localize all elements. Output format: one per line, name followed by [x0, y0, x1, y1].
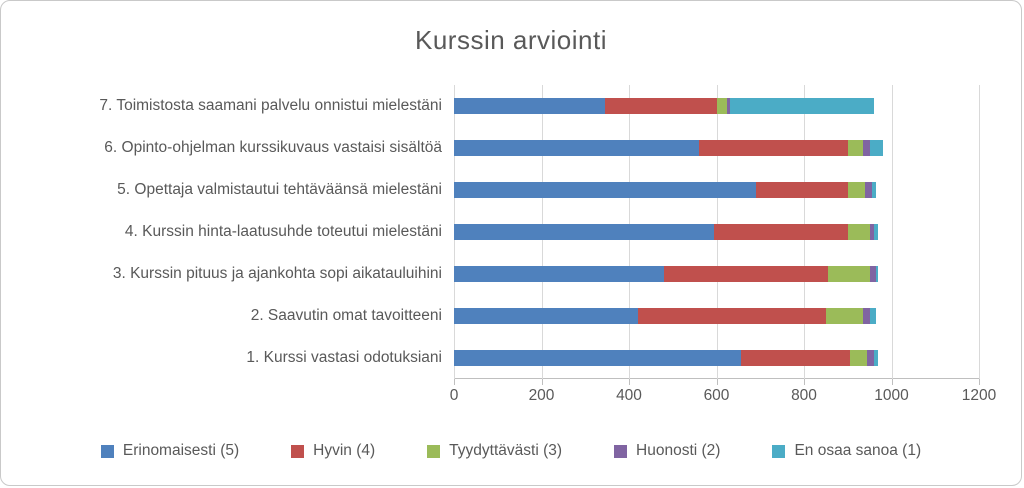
- legend-label: Erinomaisesti (5): [122, 442, 240, 459]
- bar-segment: [869, 308, 877, 324]
- bar-segment: [847, 224, 870, 240]
- legend-item: Huonosti (2): [614, 442, 720, 460]
- bar-segment: [637, 308, 826, 324]
- x-tick-label: 200: [528, 387, 555, 404]
- bar-track: [454, 85, 979, 127]
- bar-segment: [716, 98, 728, 114]
- legend-label: Hyvin (4): [313, 442, 376, 459]
- bar-segment: [699, 140, 848, 156]
- bar-segment: [825, 308, 864, 324]
- bar-segment: [874, 350, 879, 366]
- tick-mark: [454, 379, 455, 385]
- bar-track: [454, 211, 979, 253]
- tick-mark: [629, 379, 630, 385]
- tick-mark: [716, 379, 718, 385]
- bar-segment: [454, 140, 699, 156]
- bar-segment: [871, 182, 877, 198]
- tick-mark: [979, 379, 980, 385]
- bar-rows: 7. Toimistosta saamani palvelu onnistui …: [1, 85, 979, 379]
- bar-segment: [454, 182, 756, 198]
- stacked-bar: [454, 98, 979, 114]
- legend-label: Huonosti (2): [636, 442, 721, 459]
- bar-segment: [714, 224, 848, 240]
- legend-swatch: [427, 444, 441, 458]
- tick-mark: [891, 379, 893, 385]
- bar-segment: [454, 308, 638, 324]
- bar-row: 3. Kurssin pituus ja ajankohta sopi aika…: [1, 253, 979, 295]
- tick-mark: [804, 379, 805, 385]
- legend-item: En osaa sanoa (1): [772, 442, 921, 460]
- legend-item: Tyydyttävästi (3): [427, 442, 562, 460]
- gridline: [891, 85, 893, 379]
- x-tick-label: 800: [791, 387, 817, 404]
- category-label: 7. Toimistosta saamani palvelu onnistui …: [99, 97, 442, 114]
- bar-row: 4. Kurssin hinta-laatusuhde toteutui mie…: [1, 211, 979, 253]
- stacked-bar: [454, 308, 979, 324]
- bar-segment: [454, 224, 715, 240]
- gridline: [979, 85, 980, 379]
- legend-label: En osaa sanoa (1): [794, 442, 922, 459]
- category-label: 1. Kurssi vastasi odotuksiani: [246, 349, 442, 366]
- bar-segment: [847, 182, 866, 198]
- legend-swatch: [772, 444, 786, 458]
- bar-segment: [863, 308, 870, 324]
- bar-segment: [454, 98, 605, 114]
- stacked-bar: [454, 350, 979, 366]
- bar-segment: [874, 224, 879, 240]
- x-tick-label: 400: [616, 387, 642, 404]
- category-label: 5. Opettaja valmistautui tehtäväänsä mie…: [117, 181, 442, 198]
- legend-label: Tyydyttävästi (3): [449, 442, 563, 459]
- bar-segment: [869, 266, 877, 282]
- category-label: 6. Opinto-ohjelman kurssikuvaus vastaisi…: [104, 139, 442, 156]
- bar-track: [454, 295, 979, 337]
- bar-segment: [867, 350, 874, 366]
- x-tick-label: 1200: [961, 387, 997, 404]
- bar-track: [454, 337, 979, 379]
- legend: Erinomaisesti (5) Hyvin (4) Tyydyttävästi …: [1, 442, 1021, 460]
- legend-swatch: [614, 444, 628, 458]
- bar-segment: [454, 266, 664, 282]
- legend-item: Hyvin (4): [291, 442, 375, 460]
- bar-track: [454, 253, 979, 295]
- bar-segment: [454, 350, 741, 366]
- bar-row: 2. Saavutin omat tavoitteeni: [1, 295, 979, 337]
- category-label: 3. Kurssin pituus ja ajankohta sopi aika…: [112, 265, 442, 282]
- x-tick-label: 1000: [874, 387, 909, 404]
- legend-swatch: [291, 444, 305, 458]
- stacked-bar: [454, 224, 979, 240]
- chart-title: Kurssin arviointi: [414, 25, 607, 55]
- bar-row: 1. Kurssi vastasi odotuksiani: [1, 337, 979, 379]
- bar-row: 7. Toimistosta saamani palvelu onnistui …: [1, 85, 979, 127]
- bar-segment: [849, 350, 868, 366]
- legend-item: Erinomaisesti (5): [100, 442, 240, 460]
- bar-segment: [740, 350, 850, 366]
- bar-segment: [847, 140, 864, 156]
- bar-segment: [604, 98, 717, 114]
- x-tick-label: 0: [449, 387, 459, 404]
- bar-row: 5. Opettaja valmistautui tehtäväänsä mie…: [1, 169, 979, 211]
- bar-segment: [664, 266, 829, 282]
- stacked-bar: [454, 182, 979, 198]
- bar-segment: [729, 98, 874, 114]
- bar-segment: [727, 98, 730, 114]
- bar-track: [454, 169, 979, 211]
- category-label: 2. Saavutin omat tavoitteeni: [250, 307, 442, 324]
- legend-swatch: [100, 444, 114, 458]
- stacked-bar: [454, 266, 979, 282]
- bar-segment: [869, 140, 883, 156]
- bar-segment: [863, 140, 870, 156]
- bar-segment: [865, 182, 872, 198]
- bar-track: [454, 127, 979, 169]
- bar-segment: [869, 224, 874, 240]
- bar-segment: [828, 266, 870, 282]
- bar-row: 6. Opinto-ohjelman kurssikuvaus vastaisi…: [1, 127, 979, 169]
- bar-segment: [876, 266, 879, 282]
- x-tick-label: 600: [703, 387, 730, 404]
- bar-segment: [755, 182, 848, 198]
- tick-mark: [541, 379, 543, 385]
- stacked-bar: [454, 140, 979, 156]
- category-label: 4. Kurssin hinta-laatusuhde toteutui mie…: [124, 223, 442, 240]
- x-axis-tick-labels: 0 200 400 600 800 1000 1200: [1, 387, 1021, 407]
